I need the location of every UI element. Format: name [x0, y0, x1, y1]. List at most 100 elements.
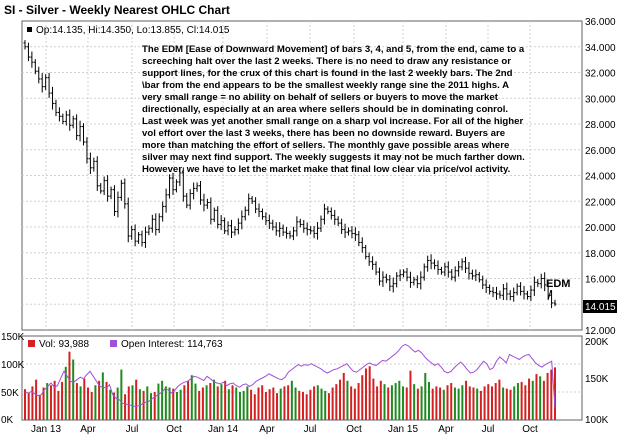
- volume-bar: [49, 385, 52, 420]
- edm-pointer: [547, 289, 552, 301]
- ohlc-bar: [439, 266, 443, 275]
- ohlc-bar: [99, 183, 103, 194]
- ohlc-bar: [333, 209, 337, 225]
- ohlc-bar: [412, 276, 416, 286]
- volume-bar: [142, 390, 145, 420]
- volume-bar: [105, 381, 108, 420]
- volume-bar: [520, 381, 523, 420]
- ohlc-bar: [271, 219, 275, 231]
- ohlc-bar: [178, 168, 182, 187]
- ohlc-bar: [298, 218, 302, 228]
- ohlc-bar: [371, 256, 375, 270]
- note-line: directionally, especially at an area whe…: [142, 104, 508, 115]
- ohlc-bar: [491, 286, 495, 298]
- ohlc-bar: [278, 222, 282, 238]
- ohlc-bar: [85, 137, 89, 164]
- ohlc-bar: [550, 290, 554, 309]
- volume-bar: [246, 386, 249, 420]
- ohlc-bar: [257, 203, 261, 218]
- ohlc-bar: [343, 223, 347, 239]
- volume-bar: [301, 392, 304, 420]
- volume-bar: [324, 390, 327, 420]
- ohlc-bar: [402, 269, 406, 278]
- ohlc-bar: [281, 224, 285, 236]
- ohlc-bar: [508, 290, 512, 301]
- volume-bar: [124, 394, 127, 420]
- volume-bar: [183, 385, 186, 420]
- note-line: vol effort over the last 3 weeks, there …: [142, 128, 505, 139]
- volume-bar: [161, 380, 164, 420]
- ohlc-bar: [240, 210, 244, 230]
- ohlc-bar: [78, 120, 82, 142]
- ohlc-bar: [477, 271, 481, 283]
- volume-left-axis: 150K 100K 50K 0K: [1, 332, 25, 426]
- volume-bar: [294, 387, 297, 420]
- volume-bar: [42, 387, 45, 420]
- volume-bar: [535, 374, 538, 420]
- volume-bar: [472, 387, 475, 420]
- volume-bar: [539, 376, 542, 420]
- ohlc-bar: [467, 261, 471, 280]
- edm-annotation: EDM: [546, 278, 570, 290]
- volume-bar: [238, 392, 241, 420]
- ohlc-bar: [116, 191, 120, 218]
- ohlc-bar: [150, 214, 154, 233]
- ohlc-bar: [291, 226, 295, 241]
- ohlc-bar: [312, 226, 316, 239]
- volume-bar: [112, 392, 115, 420]
- volume-bar: [350, 386, 353, 420]
- ohlc-bar: [30, 51, 34, 68]
- vol-legend-swatch: [28, 340, 35, 347]
- ohlc-bar: [405, 267, 409, 282]
- ohlc-bar: [295, 216, 299, 237]
- volume-bar: [35, 379, 38, 420]
- note-line: more than matching the effort of sellers…: [142, 140, 509, 151]
- volume-bar: [524, 385, 527, 420]
- volume-bar: [320, 388, 323, 420]
- oi-legend: Open Interest: 114,763: [121, 339, 223, 350]
- volume-bar: [387, 387, 390, 420]
- ohlc-bar: [374, 261, 378, 276]
- volume-bar: [109, 389, 112, 420]
- volume-bar: [261, 385, 264, 420]
- ohlc-bar: [391, 277, 395, 293]
- ohlc-bar: [126, 197, 130, 243]
- volume-bar: [450, 383, 453, 420]
- volume-bar: [409, 370, 412, 420]
- ohlc-bar: [64, 110, 68, 126]
- ohlc-bar: [364, 244, 368, 260]
- volume-bar: [72, 359, 75, 420]
- volume-bar: [483, 386, 486, 420]
- volume-bar: [479, 390, 482, 420]
- volume-bar: [531, 380, 534, 420]
- ohlc-bar: [171, 172, 175, 195]
- volume-bar: [90, 392, 93, 420]
- volume-bar: [75, 383, 78, 420]
- analysis-note: The EDM [Ease of Downward Movement] of b…: [142, 44, 525, 175]
- volume-bar: [379, 380, 382, 420]
- ohlc-bar: [322, 203, 326, 225]
- open-interest-right-axis: 200K 150K 100K: [585, 337, 609, 426]
- volume-bar: [172, 388, 175, 420]
- ohlc-bar: [481, 275, 485, 290]
- volume-bar: [402, 386, 405, 420]
- volume-bar: [364, 368, 367, 420]
- price-y-tick: 24.000: [585, 172, 616, 183]
- ohlc-bar: [522, 285, 526, 300]
- volume-bar: [235, 387, 238, 420]
- ohlc-bar: [433, 259, 437, 270]
- ohlc-bar: [532, 276, 536, 296]
- note-line: The EDM [Ease of Downward Movement] of b…: [142, 44, 525, 55]
- price-y-tick: 20.000: [585, 223, 616, 234]
- ohlc-bar: [353, 227, 357, 241]
- note-line: silver may next find support. The weekly…: [142, 152, 525, 163]
- volume-bar: [290, 380, 293, 420]
- ohlc-bar: [212, 207, 216, 222]
- volume-bar: [427, 381, 430, 420]
- note-line: However, we have to let the market make …: [142, 164, 510, 175]
- ohlc-bar: [168, 174, 172, 199]
- volume-bar: [276, 393, 279, 420]
- volume-bar: [198, 390, 201, 420]
- ohlc-bar: [326, 206, 330, 215]
- volume-bar: [227, 389, 230, 420]
